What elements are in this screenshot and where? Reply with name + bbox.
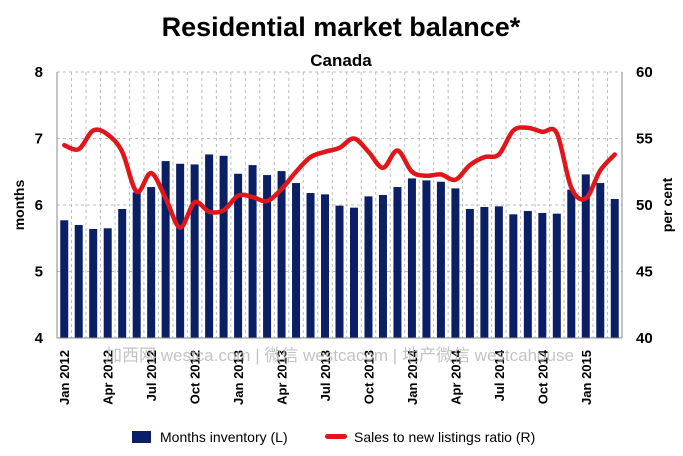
legend-label-bar: Months inventory (L) — [160, 429, 288, 445]
bar — [89, 228, 98, 338]
legend-swatch-line — [325, 434, 347, 439]
y-tick-left: 8 — [35, 64, 43, 81]
legend: Months inventory (L) Sales to new listin… — [132, 429, 535, 445]
chart-title: Residential market balance* — [162, 12, 521, 42]
bar — [552, 213, 561, 338]
bar — [364, 196, 373, 338]
chart-subtitle: Canada — [310, 51, 372, 70]
bar — [610, 199, 619, 338]
x-tick-label: Apr 2013 — [275, 350, 290, 405]
bar — [219, 155, 228, 338]
bar-series — [60, 154, 619, 338]
bar — [321, 194, 330, 338]
x-tick-label: Apr 2012 — [101, 350, 116, 405]
bar — [161, 161, 170, 338]
y-tick-left: 4 — [35, 330, 44, 347]
bar — [581, 174, 590, 338]
bar — [494, 206, 503, 338]
bar — [118, 208, 127, 338]
bar — [349, 207, 358, 338]
x-tick-label: Oct 2014 — [535, 349, 550, 404]
bar — [74, 224, 83, 338]
bar — [176, 163, 185, 338]
bar — [103, 228, 112, 338]
x-tick-label: Jul 2014 — [492, 349, 507, 401]
axes: 4 40 5 45 6 50 7 55 8 60 Jan 2012 Apr 2012 Jul 2012 O… — [35, 64, 653, 405]
x-tick-label: Jan 2013 — [231, 350, 246, 405]
bar — [451, 188, 460, 338]
bar — [292, 183, 301, 338]
y-tick-right: 45 — [636, 264, 653, 281]
y-tick-left: 7 — [35, 131, 43, 148]
legend-label-line: Sales to new listings ratio (R) — [354, 429, 535, 445]
bar — [132, 192, 141, 338]
bar — [480, 206, 489, 338]
x-tick-label: Jan 2014 — [405, 349, 420, 405]
x-tick-label: Oct 2012 — [188, 350, 203, 404]
bar — [248, 165, 257, 338]
bar — [306, 193, 315, 338]
y-axis-right-label: per cent — [659, 177, 675, 232]
bar — [335, 205, 344, 338]
gridlines — [56, 71, 623, 339]
bar — [567, 189, 576, 338]
bar — [263, 175, 272, 338]
y-tick-right: 50 — [636, 197, 653, 214]
line-series — [61, 125, 618, 230]
y-tick-right: 40 — [636, 330, 653, 347]
x-tick-label: Jul 2013 — [318, 350, 333, 401]
x-tick-label: Jan 2012 — [57, 350, 72, 405]
bar — [277, 171, 286, 338]
bar — [234, 173, 243, 338]
x-tick-label: Jul 2012 — [144, 350, 159, 401]
x-tick-label: Jan 2015 — [579, 350, 594, 405]
y-tick-left: 6 — [35, 197, 43, 214]
y-tick-left: 5 — [35, 264, 43, 281]
bar — [509, 214, 518, 338]
y-tick-right: 60 — [636, 64, 653, 81]
bar — [596, 183, 605, 338]
y-tick-right: 55 — [636, 131, 653, 148]
y-axis-left-label: months — [11, 180, 27, 231]
bar — [523, 210, 532, 338]
bar — [538, 212, 547, 338]
bar — [190, 164, 199, 338]
bar — [147, 187, 156, 338]
bar — [422, 180, 431, 338]
bar — [407, 178, 416, 338]
bar — [436, 181, 445, 338]
watermark: 加西网 westca.com | 微信 westcacom | 地产微信 wes… — [105, 346, 574, 365]
bar — [393, 187, 402, 338]
x-tick-label: Apr 2014 — [448, 349, 463, 405]
bar — [465, 208, 474, 338]
legend-swatch-bar — [132, 431, 151, 443]
x-tick-label: Oct 2013 — [361, 350, 376, 404]
bar — [60, 220, 69, 338]
bar — [205, 154, 214, 338]
bar — [378, 195, 387, 338]
